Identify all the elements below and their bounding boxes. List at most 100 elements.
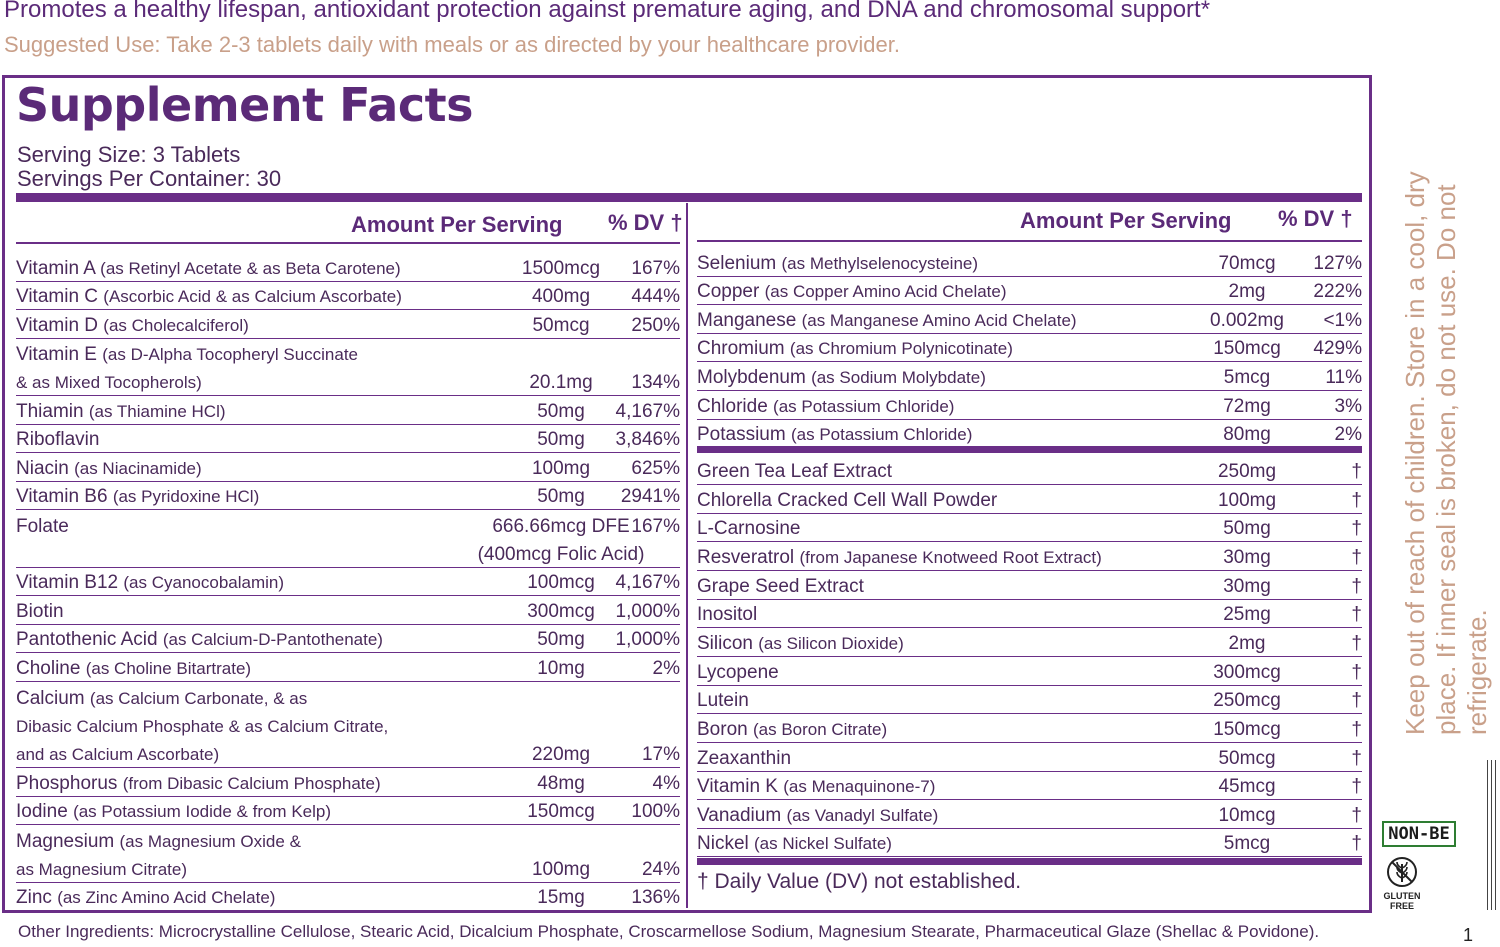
nutrient-source: (as Zinc Amino Acid Chelate) <box>57 888 276 907</box>
nutrient-name: Potassium (as Potassium Chloride) <box>697 424 972 446</box>
nutrient-label: Biotin <box>16 601 64 622</box>
nutrient-dv: 2941% <box>620 486 680 507</box>
nutrient-row: Niacin (as Niacinamide) 100mg 625% <box>16 454 680 482</box>
nutrient-label: Vitamin E <box>16 344 97 365</box>
nutrient-label: Selenium <box>697 253 777 274</box>
nutrient-amount: 300mcg <box>1213 662 1281 683</box>
nutrient-dv: 3% <box>1334 396 1362 417</box>
nutrient-name: Boron (as Boron Citrate) <box>697 719 887 741</box>
nutrient-row: Iodine (as Potassium Iodide & from Kelp)… <box>16 797 680 825</box>
nutrient-label: Inositol <box>697 604 758 625</box>
nutrient-dv: 2% <box>652 658 680 679</box>
nutrient-name: Phosphorus (from Dibasic Calcium Phospha… <box>16 773 381 795</box>
nutrient-dv: † <box>1351 662 1362 683</box>
nutrient-label: Lycopene <box>697 662 779 683</box>
nutrient-source: (as Copper Amino Acid Chelate) <box>764 282 1007 301</box>
nutrient-amount: 2mg <box>1228 633 1266 654</box>
nutrient-source: (as Calcium-D-Pantothenate) <box>162 630 383 649</box>
nutrient-dv: † <box>1351 633 1362 654</box>
nutrient-amount: 100mg <box>1217 490 1277 511</box>
nutrient-row: Boron (as Boron Citrate) 150mcg † <box>697 715 1362 743</box>
other-ingredients: Other Ingredients: Microcrystalline Cell… <box>18 922 1320 941</box>
nutrient-dv: 444% <box>631 286 680 307</box>
nutrient-amount: 48mg <box>537 773 585 794</box>
nutrient-row: Biotin 300mcg 1,000% <box>16 597 680 625</box>
nutrient-source: (as Magnesium Oxide & <box>119 832 301 851</box>
nutrient-label: Zeaxanthin <box>697 748 792 769</box>
servings-per-container: Servings Per Container: 30 <box>17 166 282 191</box>
nutrient-name: Lycopene <box>697 662 779 684</box>
nutrient-dv: 2% <box>1334 424 1362 445</box>
nutrient-amount: 50mg <box>537 429 585 450</box>
wheat-crossed-icon <box>1386 856 1418 888</box>
nutrient-label: Phosphorus <box>16 773 118 794</box>
nutrient-label: Niacin <box>16 458 69 479</box>
nutrient-label: L-Carnosine <box>697 518 801 539</box>
gluten-free-label: GLUTEN FREE <box>1383 891 1421 911</box>
serving-size: Serving Size: 3 Tablets <box>17 142 241 167</box>
nutrient-name: Pantothenic Acid (as Calcium-D-Pantothen… <box>16 629 383 651</box>
nutrient-source: (as Potassium Chloride) <box>773 397 955 416</box>
nutrient-amount: 100mg <box>531 859 591 880</box>
nutrient-row: Calcium (as Calcium Carbonate, & as <box>16 683 680 711</box>
nutrient-source: (from Japanese Knotweed Root Extract) <box>799 548 1102 567</box>
nutrient-source: (as Silicon Dioxide) <box>758 634 904 653</box>
nutrient-amount: 50mg <box>537 401 585 422</box>
nutrient-source: (from Dibasic Calcium Phosphate) <box>122 774 381 793</box>
nutrient-label: Vitamin B12 <box>16 572 119 593</box>
nutrient-name: Riboflavin <box>16 429 99 451</box>
nutrient-amount: 666.66mcg DFE <box>492 516 630 537</box>
nutrient-amount: 150mcg <box>1213 338 1281 359</box>
nutrient-label: Green Tea Leaf Extract <box>697 461 893 482</box>
nutrient-name: Folate <box>16 516 69 538</box>
nutrient-amount: (400mcg Folic Acid) <box>477 544 645 565</box>
nutrient-label: Zinc <box>16 887 52 908</box>
nutrient-row: Zeaxanthin 50mcg † <box>697 744 1362 772</box>
nutrient-dv: 100% <box>631 801 680 822</box>
nutrient-label: Copper <box>697 281 760 302</box>
nutrient-dv: 4,167% <box>615 401 680 422</box>
right-bottom-rule <box>697 858 1362 865</box>
nutrient-label: Vitamin K <box>697 776 778 797</box>
nutrient-amount: 80mg <box>1223 424 1271 445</box>
nutrient-row: Vanadium (as Vanadyl Sulfate) 10mcg † <box>697 801 1362 829</box>
nutrient-amount: 250mg <box>1217 461 1277 482</box>
nutrient-name: Zeaxanthin <box>697 748 791 770</box>
nutrient-row: Manganese (as Manganese Amino Acid Chela… <box>697 306 1362 334</box>
nutrient-amount: 0.002mg <box>1210 310 1284 331</box>
nutrient-row: L-Carnosine 50mg † <box>697 514 1362 542</box>
nutrient-source: (as Sodium Molybdate) <box>811 368 986 387</box>
nutrient-row: Silicon (as Silicon Dioxide) 2mg † <box>697 629 1362 657</box>
suggested-use: Suggested Use: Take 2-3 tablets daily wi… <box>4 32 900 57</box>
non-be-badge: NON-BE <box>1382 821 1456 847</box>
nutrient-amount: 15mg <box>537 887 585 908</box>
edge-line <box>1491 760 1492 910</box>
nutrient-label: Vitamin D <box>16 315 99 336</box>
nutrient-row: and as Calcium Ascorbate) 220mg 17% <box>16 740 680 768</box>
nutrient-amount: 45mcg <box>1218 776 1276 797</box>
nutrient-source: (as Manganese Amino Acid Chelate) <box>801 311 1077 330</box>
nutrient-dv: 429% <box>1313 338 1362 359</box>
nutrient-dv: 4,167% <box>615 572 680 593</box>
nutrient-name: Vitamin A (as Retinyl Acetate & as Beta … <box>16 258 401 280</box>
nutrient-source: (as Cholecalciferol) <box>103 316 249 335</box>
nutrient-amount: 100mg <box>531 458 591 479</box>
nutrient-amount: 5mcg <box>1223 367 1271 388</box>
nutrient-row: Vitamin D (as Cholecalciferol) 50mcg 250% <box>16 311 680 339</box>
nutrient-row: Vitamin K (as Menaquinone-7) 45mcg † <box>697 772 1362 800</box>
nutrient-row: Vitamin C (Ascorbic Acid & as Calcium As… <box>16 282 680 310</box>
nutrient-row: Magnesium (as Magnesium Oxide & <box>16 826 680 854</box>
right-dv-header: % DV † <box>1278 206 1353 231</box>
nutrient-amount: 50mg <box>537 486 585 507</box>
nutrient-name: Molybdenum (as Sodium Molybdate) <box>697 367 986 389</box>
nutrient-label: Riboflavin <box>16 429 100 450</box>
nutrient-label: Silicon <box>697 633 753 654</box>
nutrient-row: Selenium (as Methylselenocysteine) 70mcg 1… <box>697 249 1362 277</box>
nutrient-label: Choline <box>16 658 81 679</box>
nutrient-label: Pantothenic Acid <box>16 629 158 650</box>
nutrient-label: Vanadium <box>697 805 782 826</box>
nutrient-label: Chlorella Cracked Cell Wall Powder <box>697 490 998 511</box>
nutrient-row: Lycopene 300mcg † <box>697 658 1362 686</box>
nutrient-name: Vitamin B6 (as Pyridoxine HCl) <box>16 486 259 508</box>
nutrient-dv: 127% <box>1313 253 1362 274</box>
